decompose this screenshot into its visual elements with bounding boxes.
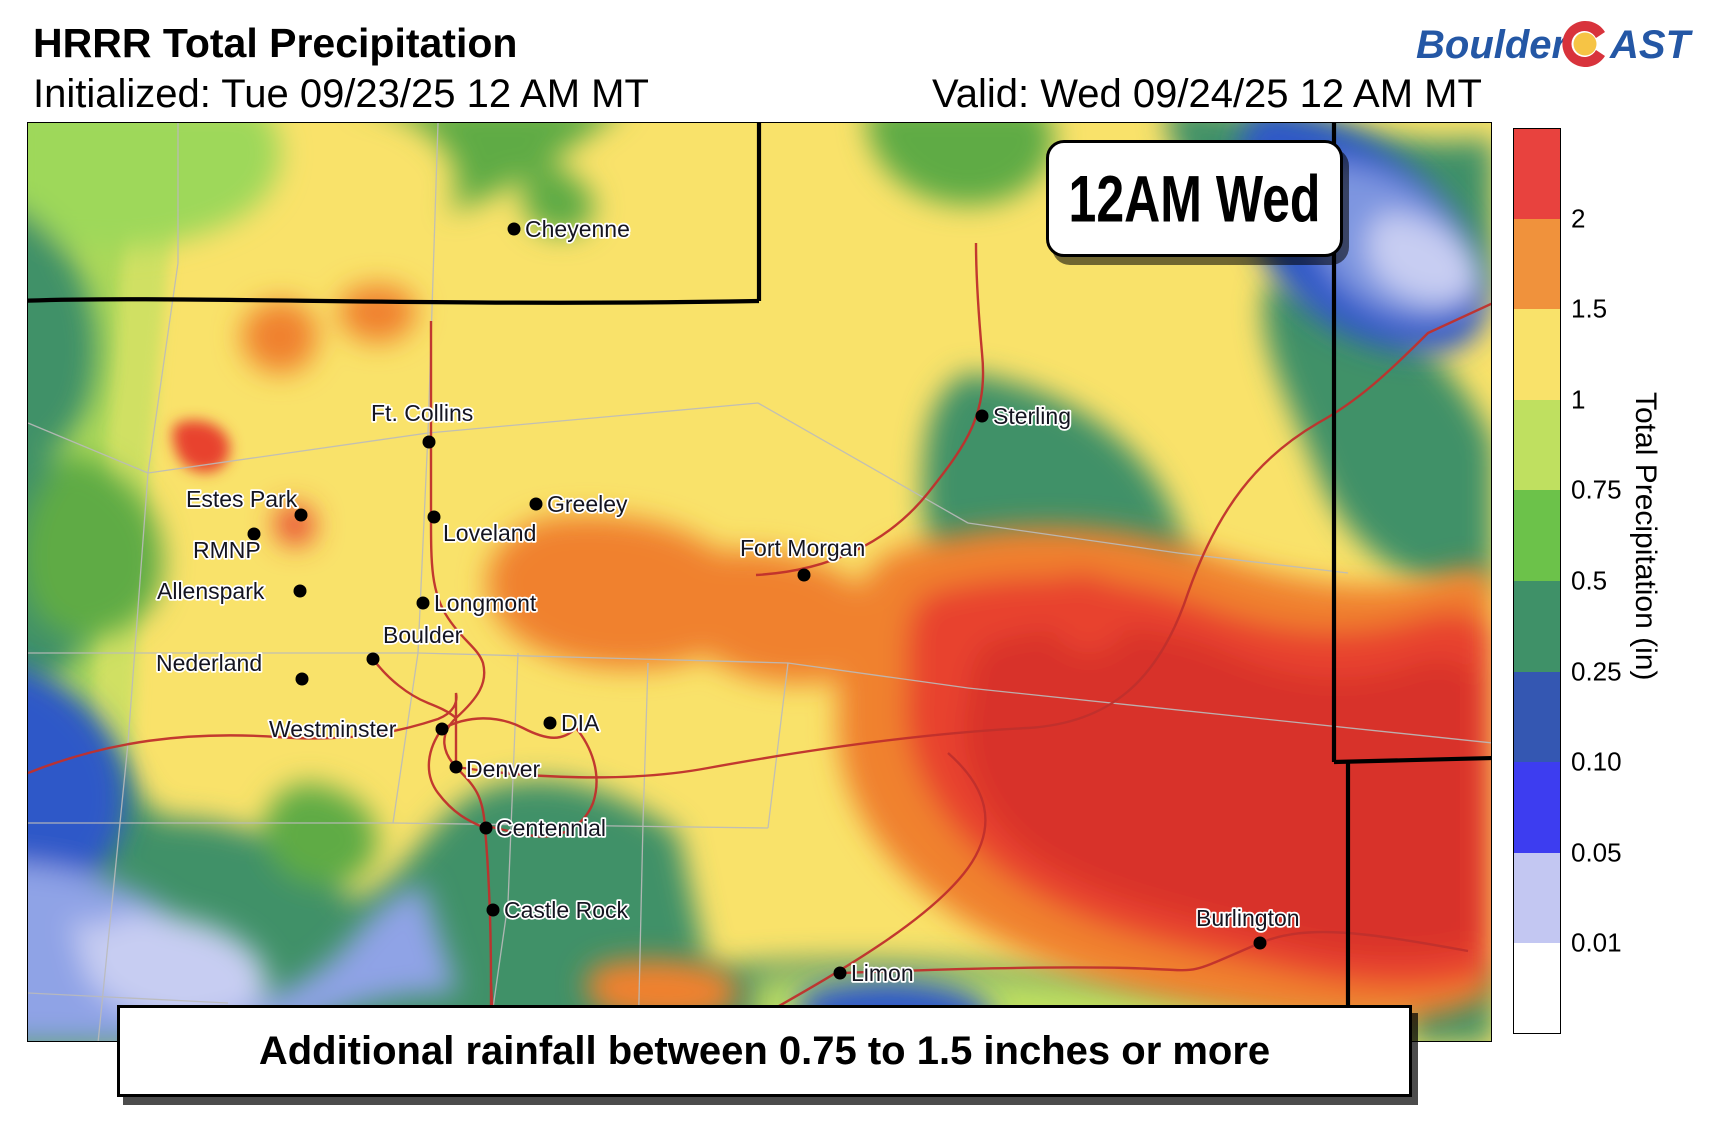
svg-text:Cheyenne: Cheyenne [525, 216, 630, 242]
svg-text:Denver: Denver [466, 756, 540, 782]
svg-text:Loveland: Loveland [443, 520, 536, 546]
svg-text:Limon: Limon [851, 960, 914, 986]
svg-text:Fort Morgan: Fort Morgan [740, 535, 865, 561]
svg-text:RMNP: RMNP [193, 537, 261, 563]
svg-text:Boulder: Boulder [1416, 23, 1570, 67]
svg-text:DIA: DIA [561, 710, 600, 736]
svg-text:Westminster: Westminster [269, 716, 397, 742]
svg-text:Burlington: Burlington [1196, 905, 1300, 931]
svg-text:AST: AST [1609, 23, 1694, 67]
svg-text:Estes Park: Estes Park [186, 486, 298, 512]
svg-text:Centennial: Centennial [496, 815, 606, 841]
svg-text:Nederland: Nederland [156, 650, 262, 676]
svg-text:Allenspark: Allenspark [157, 578, 265, 604]
svg-text:Sterling: Sterling [993, 403, 1071, 429]
svg-text:Ft. Collins: Ft. Collins [371, 400, 473, 426]
svg-text:Castle Rock: Castle Rock [504, 897, 628, 923]
svg-text:Boulder: Boulder [383, 622, 463, 648]
svg-text:Longmont: Longmont [434, 590, 537, 616]
svg-text:Greeley: Greeley [547, 491, 628, 517]
